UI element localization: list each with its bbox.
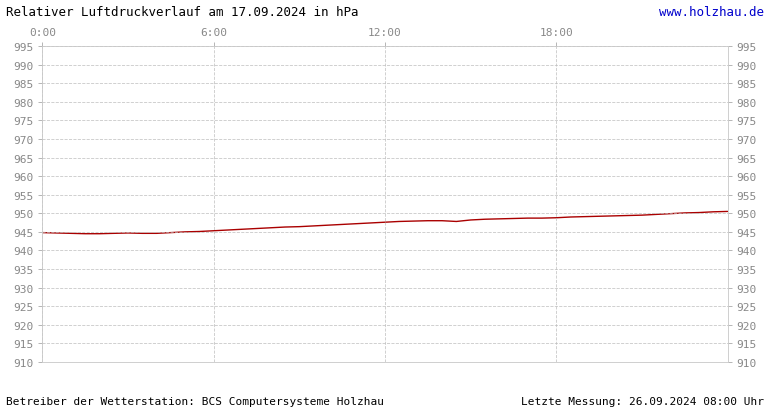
- Text: www.holzhau.de: www.holzhau.de: [659, 6, 764, 19]
- Text: Betreiber der Wetterstation: BCS Computersysteme Holzhau: Betreiber der Wetterstation: BCS Compute…: [6, 396, 384, 406]
- Text: Letzte Messung: 26.09.2024 08:00 Uhr: Letzte Messung: 26.09.2024 08:00 Uhr: [521, 396, 764, 406]
- Text: Relativer Luftdruckverlauf am 17.09.2024 in hPa: Relativer Luftdruckverlauf am 17.09.2024…: [6, 6, 359, 19]
